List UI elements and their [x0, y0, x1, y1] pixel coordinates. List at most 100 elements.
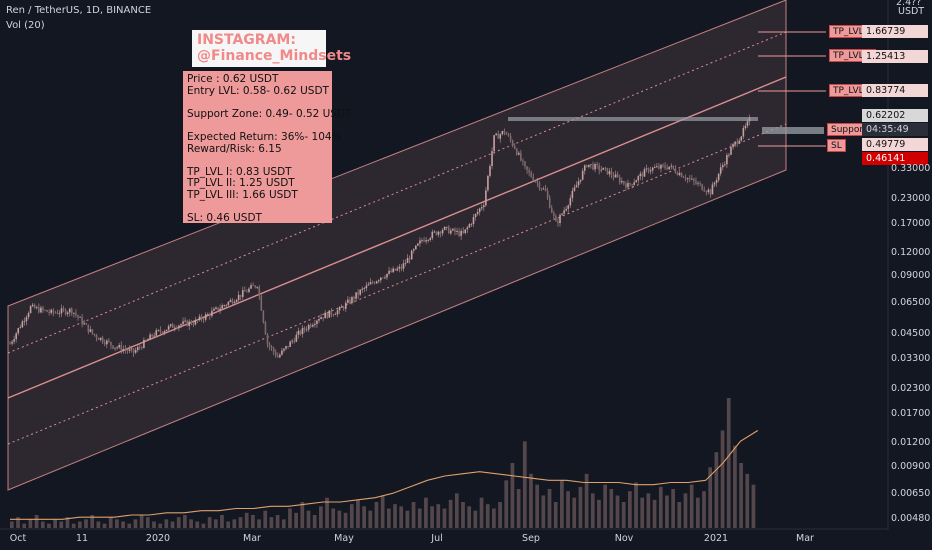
- candle-body: [536, 181, 539, 183]
- volume-bar: [504, 480, 509, 528]
- volume-bar: [566, 491, 570, 528]
- candle-body: [283, 348, 285, 351]
- candle-body: [670, 165, 673, 167]
- candle-body: [474, 213, 477, 218]
- candle-body: [575, 185, 578, 188]
- volume-bar: [714, 452, 719, 528]
- candle-body: [732, 144, 734, 148]
- candle-body: [375, 281, 378, 284]
- volume-bar: [492, 508, 496, 528]
- candle-body: [740, 136, 743, 141]
- volume-ma-line: [10, 430, 759, 520]
- candle-body: [178, 325, 180, 328]
- candle-body: [715, 180, 718, 183]
- time-tick: Oct: [9, 533, 27, 544]
- volume-bar: [646, 493, 651, 528]
- candle-body: [483, 205, 485, 208]
- candle-body: [171, 324, 174, 328]
- candle-body: [176, 327, 178, 329]
- candle-body: [42, 307, 44, 310]
- candle-body: [499, 134, 502, 139]
- candle-body: [17, 328, 20, 334]
- candle-body: [633, 182, 635, 185]
- candle-body: [386, 273, 388, 278]
- candle-body: [454, 228, 456, 233]
- candle-body: [256, 287, 258, 288]
- candle-body: [95, 335, 98, 339]
- candle-body: [515, 148, 518, 155]
- candle-body: [641, 173, 644, 177]
- candle-body: [66, 312, 69, 315]
- price-tick: 0.00480: [891, 513, 931, 524]
- candle-body: [124, 348, 127, 350]
- volume-bar: [652, 499, 657, 528]
- candle-body: [52, 309, 55, 313]
- candle-body: [594, 163, 596, 170]
- candle-body: [301, 327, 304, 334]
- candle-body: [155, 330, 158, 336]
- volume-bar: [424, 497, 428, 528]
- volume-bar: [634, 482, 638, 528]
- candle-body: [258, 287, 261, 296]
- candle-body: [614, 174, 617, 178]
- volume-bar: [529, 473, 533, 528]
- candle-body: [419, 240, 421, 244]
- time-tick: Nov: [614, 533, 634, 544]
- candle-body: [639, 173, 642, 177]
- candle-body: [602, 167, 605, 170]
- volume-bar: [170, 521, 175, 528]
- candle-body: [546, 191, 549, 198]
- candle-body: [285, 346, 287, 349]
- candle-body: [33, 304, 36, 309]
- price-tick: 0.23000: [891, 192, 931, 204]
- volume-bar: [417, 508, 422, 528]
- info-line: Expected Return: 36%- 104%: [187, 130, 342, 143]
- volume-bar: [603, 484, 607, 528]
- candle-body: [167, 326, 170, 330]
- price-tick: 0.04500: [891, 327, 931, 339]
- volume-bar: [362, 506, 366, 528]
- volume-bar: [158, 523, 163, 528]
- axis-unit-top: 2.4??: [896, 0, 922, 8]
- candle-body: [447, 226, 450, 234]
- candle-body: [186, 320, 188, 326]
- candle-body: [384, 277, 386, 279]
- volume-bar: [522, 441, 527, 528]
- candle-body: [559, 214, 561, 224]
- volume-bar: [751, 484, 756, 528]
- candle-body: [11, 341, 13, 344]
- time-tick: 2021: [703, 533, 729, 544]
- volume-bar: [269, 517, 274, 528]
- candle-body: [184, 320, 186, 322]
- candle-body: [744, 125, 747, 128]
- info-line: [187, 155, 328, 167]
- candle-body: [223, 305, 226, 306]
- volume-bar: [665, 495, 669, 528]
- candle-body: [427, 239, 429, 241]
- candle-body: [596, 163, 598, 166]
- candle-body: [398, 266, 401, 269]
- candle-body: [674, 168, 677, 173]
- volume-bar: [733, 445, 737, 528]
- candle-body: [334, 314, 337, 316]
- candle-body: [266, 334, 269, 345]
- candle-body: [421, 240, 423, 241]
- candle-body: [54, 312, 57, 314]
- candle-body: [332, 314, 335, 316]
- candle-body: [322, 317, 324, 319]
- candle-body: [336, 310, 339, 315]
- candle-body: [472, 217, 475, 224]
- candle-body: [35, 307, 38, 309]
- volume-bar: [745, 473, 750, 528]
- volume-bar: [609, 489, 614, 528]
- volume-bar: [560, 480, 564, 528]
- candle-body: [394, 268, 397, 271]
- candle-body: [89, 329, 92, 332]
- volume-bar: [628, 491, 632, 528]
- candle-body: [651, 167, 654, 171]
- info-line: SL: 0.46 USDT: [187, 212, 262, 225]
- volume-bar: [380, 495, 385, 528]
- candle-body: [320, 317, 322, 319]
- candle-body: [272, 347, 275, 352]
